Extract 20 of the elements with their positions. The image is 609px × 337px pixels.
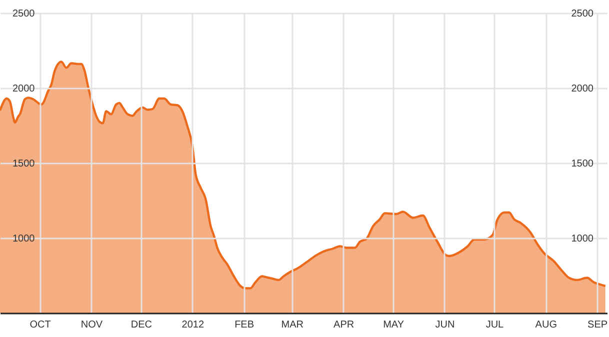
x-tick-label: APR	[334, 320, 354, 330]
x-tick-label: JUN	[435, 320, 455, 330]
x-tick-label: SEP	[588, 320, 608, 330]
x-tick-label: MAY	[383, 320, 404, 330]
y-tick-label: 1500	[12, 158, 36, 170]
y-tick-label: 2500	[12, 8, 36, 20]
x-tick-label: MAR	[281, 320, 304, 330]
x-tick-label: FEB	[234, 320, 254, 330]
y-tick-label: 1000	[12, 234, 36, 244]
x-tick-label: 2012	[182, 320, 204, 330]
y2-tick-label: 1500	[571, 158, 594, 170]
y2-tick-label: 2500	[571, 8, 594, 20]
y2-tick-label: 1000	[571, 234, 594, 244]
x-tick-label: NOV	[80, 320, 103, 330]
x-tick-label: JUL	[486, 320, 504, 330]
x-tick-label: DEC	[130, 320, 152, 330]
x-tick-label: OCT	[30, 320, 51, 330]
x-tick-label: AUG	[535, 320, 558, 330]
y-tick-label: 2000	[12, 84, 36, 94]
y2-tick-label: 2000	[571, 84, 594, 94]
